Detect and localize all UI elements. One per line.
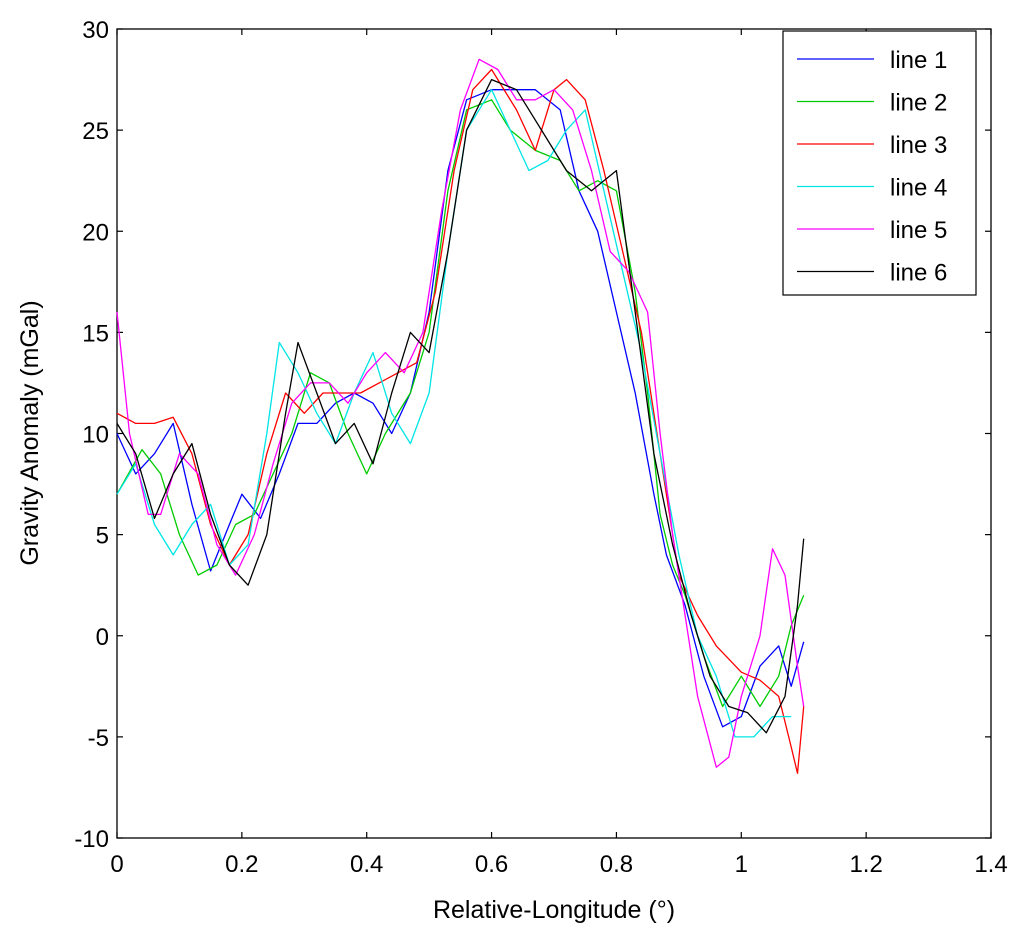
x-tick-label: 0.4 [350,851,383,878]
legend-box [782,30,977,296]
x-tick-label: 1 [735,851,748,878]
x-tick-labels: 0 0.2 0.4 0.6 0.8 1 1.2 1.4 [110,851,1007,878]
x-tick-label: 1.4 [974,851,1007,878]
y-tick-labels: -10 -5 0 5 10 15 20 25 30 [74,17,109,853]
y-tick-label: 5 [96,523,109,550]
series-line-5 [116,58,805,768]
y-tick-label: 30 [82,17,109,44]
legend: line 1 line 2 line 3 line 4 line 5 line 6 [782,30,977,296]
series-line-3 [116,68,805,774]
x-tick-label: 0.2 [225,851,258,878]
y-tick-label: 15 [82,320,109,347]
x-tick-label: 0 [110,851,123,878]
y-tick-label: 0 [96,624,109,651]
legend-label-1: line 1 [890,47,947,74]
legend-label-5: line 5 [890,217,947,244]
x-axis-label: Relative-Longitude (°) [433,896,675,924]
x-tick-label: 1.2 [849,851,882,878]
legend-label-3: line 3 [890,132,947,159]
y-tick-label: 10 [82,422,109,449]
legend-label-6: line 6 [890,260,947,287]
y-tick-label: -10 [74,826,109,853]
series-lines [116,58,805,774]
x-tick-label: 0.8 [600,851,633,878]
y-tick-label: 25 [82,118,109,145]
legend-label-4: line 4 [890,175,947,202]
series-line-6 [116,78,805,734]
y-tick-label: -5 [88,725,109,752]
y-tick-label: 20 [82,219,109,246]
x-tick-label: 0.6 [475,851,508,878]
series-line-1 [116,89,805,728]
y-axis-label: Gravity Anomaly (mGal) [16,300,44,565]
axis-ticks [116,28,992,839]
legend-label-2: line 2 [890,90,947,117]
